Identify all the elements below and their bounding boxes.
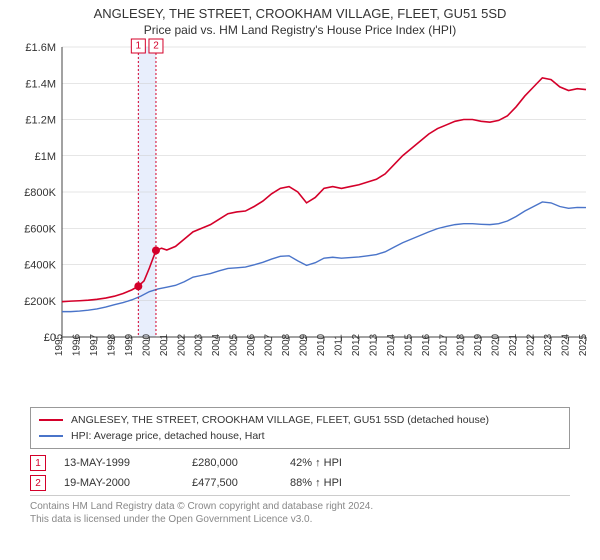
event-delta: 88% ↑ HPI [290,477,380,489]
svg-text:2023: 2023 [543,333,554,356]
event-date: 13-MAY-1999 [64,457,174,469]
svg-text:1999: 1999 [124,333,135,356]
svg-text:£1M: £1M [35,151,56,163]
svg-text:2024: 2024 [561,333,572,356]
svg-text:2013: 2013 [368,333,379,356]
svg-text:£1.4M: £1.4M [25,78,56,90]
svg-text:1995: 1995 [54,333,65,356]
price-chart: £0£200K£400K£600K£800K£1M£1.2M£1.4M£1.6M… [0,37,600,401]
svg-text:2009: 2009 [299,333,310,356]
svg-text:£1.6M: £1.6M [25,42,56,54]
svg-text:1997: 1997 [89,333,100,356]
svg-text:2000: 2000 [141,333,152,356]
svg-text:2014: 2014 [386,333,397,356]
svg-text:£600K: £600K [24,223,56,235]
svg-text:2005: 2005 [229,333,240,356]
svg-text:2008: 2008 [281,333,292,356]
legend-swatch [39,435,63,437]
chart-title-address: ANGLESEY, THE STREET, CROOKHAM VILLAGE, … [0,6,600,21]
svg-text:2001: 2001 [159,333,170,356]
svg-text:2: 2 [153,41,159,52]
event-marker-icon: 2 [30,475,46,491]
svg-text:£800K: £800K [24,187,56,199]
svg-text:1998: 1998 [106,333,117,356]
svg-text:2022: 2022 [526,333,537,356]
legend-label: ANGLESEY, THE STREET, CROOKHAM VILLAGE, … [71,414,489,426]
event-row: 1 13-MAY-1999 £280,000 42% ↑ HPI [30,453,570,473]
svg-text:2012: 2012 [351,333,362,356]
svg-text:2018: 2018 [456,333,467,356]
legend-swatch [39,419,63,421]
svg-text:2010: 2010 [316,333,327,356]
svg-text:2003: 2003 [194,333,205,356]
svg-text:2007: 2007 [264,333,275,356]
event-date: 19-MAY-2000 [64,477,174,489]
svg-text:£1.2M: £1.2M [25,115,56,127]
event-price: £280,000 [192,457,272,469]
event-marker-icon: 1 [30,455,46,471]
svg-text:2016: 2016 [421,333,432,356]
svg-text:2004: 2004 [211,333,222,356]
event-price: £477,500 [192,477,272,489]
legend-item: HPI: Average price, detached house, Hart [39,428,561,444]
svg-text:2020: 2020 [491,333,502,356]
svg-text:2019: 2019 [473,333,484,356]
svg-text:2015: 2015 [403,333,414,356]
svg-text:2021: 2021 [508,333,519,356]
svg-text:1996: 1996 [71,333,82,356]
legend: ANGLESEY, THE STREET, CROOKHAM VILLAGE, … [30,407,570,449]
events-table: 1 13-MAY-1999 £280,000 42% ↑ HPI 2 19-MA… [30,453,570,493]
chart-subtitle: Price paid vs. HM Land Registry's House … [0,23,600,37]
event-row: 2 19-MAY-2000 £477,500 88% ↑ HPI [30,473,570,493]
svg-text:£400K: £400K [24,260,56,272]
license-text: Contains HM Land Registry data © Crown c… [30,495,570,526]
svg-text:2006: 2006 [246,333,257,356]
legend-label: HPI: Average price, detached house, Hart [71,430,265,442]
svg-text:2017: 2017 [438,333,449,356]
legend-item: ANGLESEY, THE STREET, CROOKHAM VILLAGE, … [39,412,561,428]
svg-text:1: 1 [136,41,142,52]
svg-text:2002: 2002 [176,333,187,356]
svg-text:2011: 2011 [333,334,344,356]
svg-text:2025: 2025 [578,333,589,356]
event-delta: 42% ↑ HPI [290,457,380,469]
svg-text:£200K: £200K [24,296,56,308]
